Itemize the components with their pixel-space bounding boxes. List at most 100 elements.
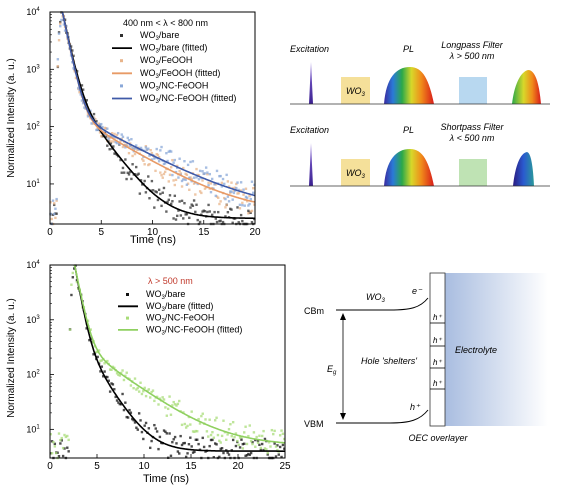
data-point — [224, 215, 227, 218]
data-point — [209, 182, 213, 185]
data-point — [233, 435, 236, 439]
data-point — [96, 128, 99, 131]
data-point — [66, 434, 69, 438]
data-point — [280, 429, 283, 432]
gap-label: Eg — [327, 364, 337, 376]
data-point — [67, 450, 70, 453]
excitation-label: Excitation — [290, 125, 329, 135]
data-point — [150, 390, 153, 394]
data-point — [218, 220, 221, 223]
data-point — [122, 408, 126, 412]
fit-line-3 — [61, 11, 256, 203]
x-tick-label: 15 — [198, 227, 210, 238]
data-point — [214, 217, 218, 220]
data-point — [168, 395, 171, 398]
data-point — [213, 210, 216, 214]
data-point — [183, 160, 186, 163]
data-point — [221, 177, 225, 181]
data-point — [172, 400, 175, 404]
data-point — [167, 180, 170, 183]
electron-label: e⁻ — [412, 286, 423, 296]
data-point — [201, 210, 204, 213]
x-tick-label: 0 — [47, 461, 53, 472]
chart2-annotation: λ > 500 nm — [148, 276, 193, 286]
data-point — [220, 181, 224, 185]
data-point — [139, 419, 142, 422]
data-point — [265, 448, 268, 451]
gap-label-sub: g — [333, 370, 337, 376]
data-point — [54, 212, 57, 215]
data-point — [196, 173, 199, 177]
y-tick-label: 103 — [26, 64, 40, 74]
data-point — [176, 166, 179, 170]
data-point — [139, 381, 142, 384]
x-tick-label: 5 — [94, 461, 100, 472]
legend-marker — [120, 84, 123, 88]
data-point — [258, 434, 261, 437]
data-point — [190, 203, 193, 206]
data-point — [157, 447, 160, 451]
data-point — [75, 280, 79, 284]
band-diagram: CBm VBM WO3 e⁻ Eg Hole 'shelters' h⁺ h⁺ … — [304, 272, 548, 443]
data-point — [244, 195, 248, 199]
data-point — [250, 221, 254, 224]
data-point — [247, 209, 250, 213]
data-point — [92, 116, 96, 119]
data-point — [109, 142, 113, 145]
data-point — [85, 99, 88, 102]
x-tick-label: 20 — [249, 227, 261, 238]
legend-label: WO3/bare — [140, 30, 179, 42]
data-point — [180, 443, 184, 447]
data-point — [235, 186, 238, 190]
data-point — [276, 448, 279, 452]
data-point — [136, 386, 139, 390]
data-point — [136, 148, 139, 152]
legend-label-main: WO — [146, 289, 162, 299]
data-point — [110, 131, 114, 135]
data-point — [210, 177, 214, 181]
data-point — [198, 422, 202, 425]
y-tick-label: 102 — [26, 370, 40, 380]
shelter-hole-4: h⁺ — [433, 379, 442, 388]
legend-marker — [126, 316, 129, 320]
overlayer-label: OEC overlayer — [408, 433, 468, 443]
data-point — [101, 135, 104, 138]
data-point — [178, 200, 181, 203]
y-tick-label: 102 — [26, 122, 40, 132]
legend-label-main: WO — [146, 301, 162, 311]
data-point — [133, 152, 137, 156]
data-point — [240, 435, 243, 439]
data-point — [81, 88, 85, 91]
data-point — [276, 444, 279, 447]
chart1-x-axis-label: Time (ns) — [130, 234, 176, 246]
data-point — [225, 438, 228, 442]
data-point — [200, 414, 203, 418]
data-point — [98, 131, 102, 134]
data-point — [149, 148, 152, 152]
data-point — [126, 416, 130, 419]
data-point — [186, 163, 190, 167]
data-point — [122, 378, 126, 382]
material-label-main: WO — [366, 292, 382, 302]
data-point — [222, 451, 225, 455]
data-point — [160, 174, 163, 177]
data-point — [119, 139, 122, 143]
data-point — [211, 431, 214, 434]
data-point — [185, 183, 189, 186]
chart1-axis-ticks: 0 5 10 15 20 101 102 103 104 — [26, 7, 261, 238]
data-point — [157, 403, 160, 406]
data-point — [107, 379, 110, 382]
data-point — [219, 200, 222, 203]
data-point — [283, 447, 286, 450]
data-point — [195, 167, 198, 171]
data-point — [122, 171, 126, 174]
data-point — [92, 353, 95, 356]
data-point — [191, 430, 195, 433]
data-point — [260, 434, 264, 438]
data-point — [180, 185, 184, 188]
data-point — [57, 455, 61, 458]
legend-marker — [126, 293, 129, 296]
data-point — [185, 213, 189, 216]
data-point — [250, 209, 254, 213]
